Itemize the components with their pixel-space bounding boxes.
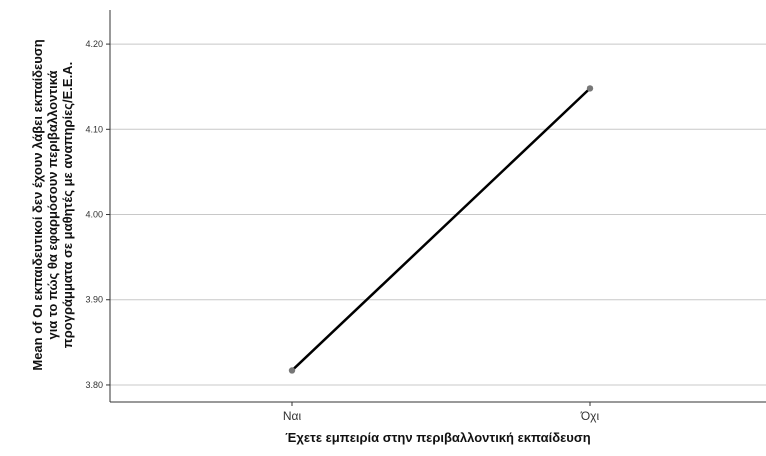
data-point — [586, 85, 594, 92]
series-line — [290, 87, 592, 372]
axes — [109, 10, 766, 403]
y-axis-title-line-1: Mean of Οι εκπαιδευτικοί δεν έχουν λάβει… — [30, 39, 45, 370]
y-tick-label: 3.80 — [85, 380, 103, 390]
x-axis-title: Έχετε εμπειρία στην περιβαλλοντική εκπαί… — [285, 430, 590, 445]
y-tick-label: 4.10 — [85, 124, 103, 134]
y-tick-label: 4.00 — [85, 210, 103, 220]
y-axis-title: Mean of Οι εκπαιδευτικοί δεν έχουν λάβει… — [30, 39, 75, 370]
gridlines — [110, 43, 766, 386]
y-tick-labels: 3.80 3.90 4.00 4.10 4.20 — [85, 39, 110, 390]
y-tick-label: 4.20 — [85, 39, 103, 49]
y-axis-title-line-3: προγράμματα σε μαθητές με αναπηρίες/Ε.Ε.… — [60, 62, 75, 348]
y-tick-label: 3.90 — [85, 295, 103, 305]
x-tick-label: Ναι — [283, 409, 302, 423]
data-point — [288, 367, 296, 374]
y-axis-title-line-2: για το πώς θα εφαρμόσουν περιβαλλοντικά — [45, 70, 60, 339]
x-tick-labels: Ναι Όχι — [283, 402, 600, 423]
series — [288, 85, 594, 374]
x-tick-label: Όχι — [580, 409, 600, 423]
